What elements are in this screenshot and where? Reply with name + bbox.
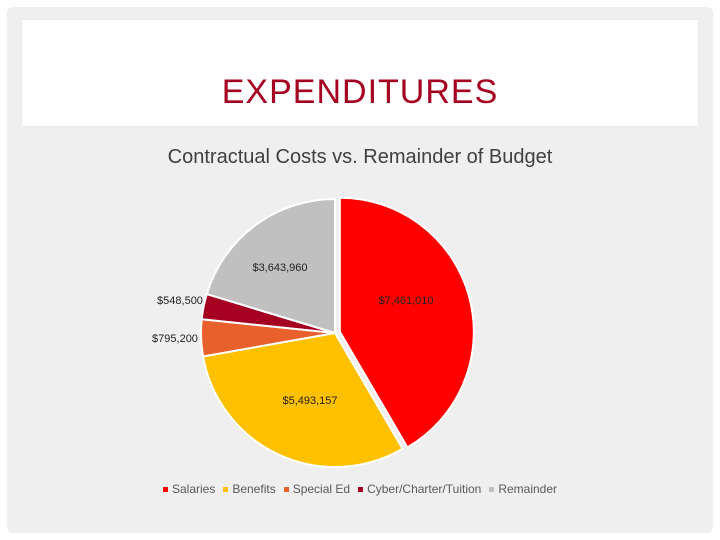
legend-label: Special Ed [292,482,351,496]
data-label-special-ed: $795,200 [152,333,198,345]
legend-item-cyber-charter-tuition: Cyber/Charter/Tuition [358,482,481,496]
data-label-cyber-charter-tuition: $548,500 [157,295,203,307]
legend-item-special-ed: Special Ed [283,482,351,496]
legend-label: Remainder [498,482,558,496]
legend-label: Cyber/Charter/Tuition [367,482,482,496]
data-label-salaries: $7,461,010 [378,295,433,307]
pie-slice-remainder [205,197,336,335]
chart-title: Contractual Costs vs. Remainder of Budge… [167,146,553,168]
legend-label: Salaries [171,482,216,496]
pie-slice-salaries [338,196,475,449]
chart-legend: Salaries Benefits Special Ed Cyber/Charter/… [0,482,720,496]
legend-swatch [489,486,495,492]
data-label-benefits: $5,493,157 [282,395,337,407]
legend-item-salaries: Salaries [162,482,216,496]
legend-swatch [283,486,289,492]
title-box: EXPENDITURES [22,20,698,126]
slide-title: EXPENDITURES [221,73,499,111]
legend-swatch [223,486,229,492]
legend-swatch [358,486,364,492]
pie-slice-benefits [201,331,404,468]
legend-label: Benefits [232,482,276,496]
legend-swatch [162,486,168,492]
legend-item-remainder: Remainder [489,482,557,496]
legend-item-benefits: Benefits [223,482,276,496]
data-label-remainder: $3,643,960 [252,262,307,274]
